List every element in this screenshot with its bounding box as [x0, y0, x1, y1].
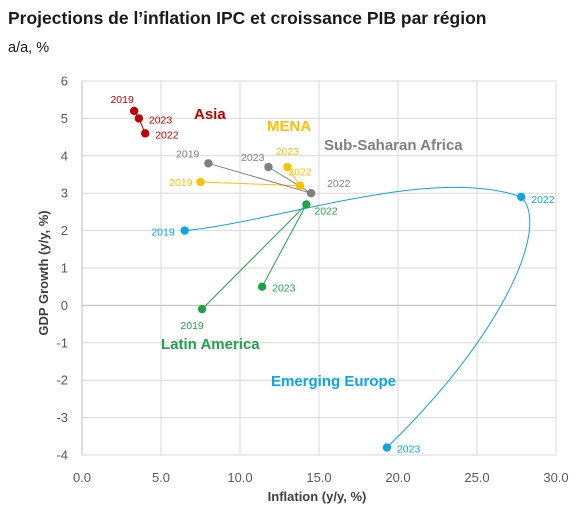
mena-series-label: MENA — [267, 118, 311, 135]
latin-america-point — [302, 200, 311, 209]
chart-subtitle: a/a, % — [8, 40, 50, 56]
sub-saharan-africa-point-label: 2022 — [327, 178, 351, 190]
asia-point — [141, 129, 150, 138]
emerging-europe-point-label: 2023 — [397, 444, 421, 456]
latin-america-point-label: 2023 — [272, 283, 296, 295]
latin-america-point — [257, 282, 267, 291]
mena-point — [196, 177, 205, 187]
x-axis-title: Inflation (y/y, %) — [268, 489, 367, 504]
asia-series-label: Asia — [194, 106, 226, 123]
x-tick-label: 15.0 — [306, 470, 331, 485]
x-tick-label: 30.0 — [543, 470, 568, 485]
sub-saharan-africa-series-label: Sub-Saharan Africa — [324, 137, 463, 154]
y-tick-label: -3 — [56, 410, 68, 425]
emerging-europe-point-label: 2019 — [151, 227, 175, 239]
x-tick-label: 0.0 — [73, 470, 91, 485]
sub-saharan-africa-point-label: 2023 — [241, 152, 265, 164]
mena-point-label: 2023 — [276, 146, 300, 158]
y-tick-label: 4 — [61, 148, 68, 163]
emerging-europe-point — [517, 192, 526, 202]
y-tick-label: -4 — [56, 448, 68, 463]
asia-point — [134, 114, 144, 123]
asia-point-label: 2023 — [149, 114, 173, 126]
mena-point-label: 2019 — [169, 177, 193, 189]
sub-saharan-africa-point — [306, 189, 316, 198]
sub-saharan-africa-point — [264, 162, 273, 172]
emerging-europe-point — [382, 443, 392, 452]
x-tick-label: 10.0 — [227, 470, 252, 485]
mena-point — [283, 162, 292, 172]
emerging-europe-point-label: 2022 — [531, 194, 555, 206]
x-tick-label: 5.0 — [152, 470, 170, 485]
y-tick-label: 3 — [61, 186, 68, 201]
y-tick-label: 2 — [61, 223, 68, 238]
y-tick-label: -1 — [56, 335, 68, 350]
mena-point-label: 2022 — [288, 167, 312, 179]
latin-america-point-label: 2019 — [180, 320, 204, 332]
asia-point-label: 2019 — [110, 94, 134, 106]
emerging-europe-point — [180, 226, 189, 235]
mena-point — [295, 181, 305, 190]
latin-america-point — [197, 304, 207, 314]
latin-america-point-label: 2022 — [314, 205, 338, 217]
y-tick-label: 6 — [61, 74, 68, 89]
emerging-europe-series-label: Emerging Europe — [271, 373, 396, 390]
y-tick-label: -2 — [56, 373, 68, 388]
x-tick-label: 20.0 — [385, 470, 410, 485]
chart-title: Projections de l’inflation IPC et croiss… — [8, 8, 487, 28]
sub-saharan-africa-point — [204, 159, 213, 168]
emerging-europe-path — [184, 186, 531, 448]
y-tick-label: 0 — [61, 298, 68, 313]
y-tick-label: 5 — [61, 111, 68, 126]
latin-america-series-label: Latin America — [161, 336, 260, 353]
sub-saharan-africa-point-label: 2019 — [176, 148, 200, 160]
y-tick-label: 1 — [61, 261, 68, 276]
x-tick-label: 25.0 — [464, 470, 489, 485]
asia-point — [129, 106, 139, 116]
asia-point-label: 2022 — [155, 129, 179, 141]
y-axis-title: GDP Growth (y/y, %) — [36, 210, 51, 335]
